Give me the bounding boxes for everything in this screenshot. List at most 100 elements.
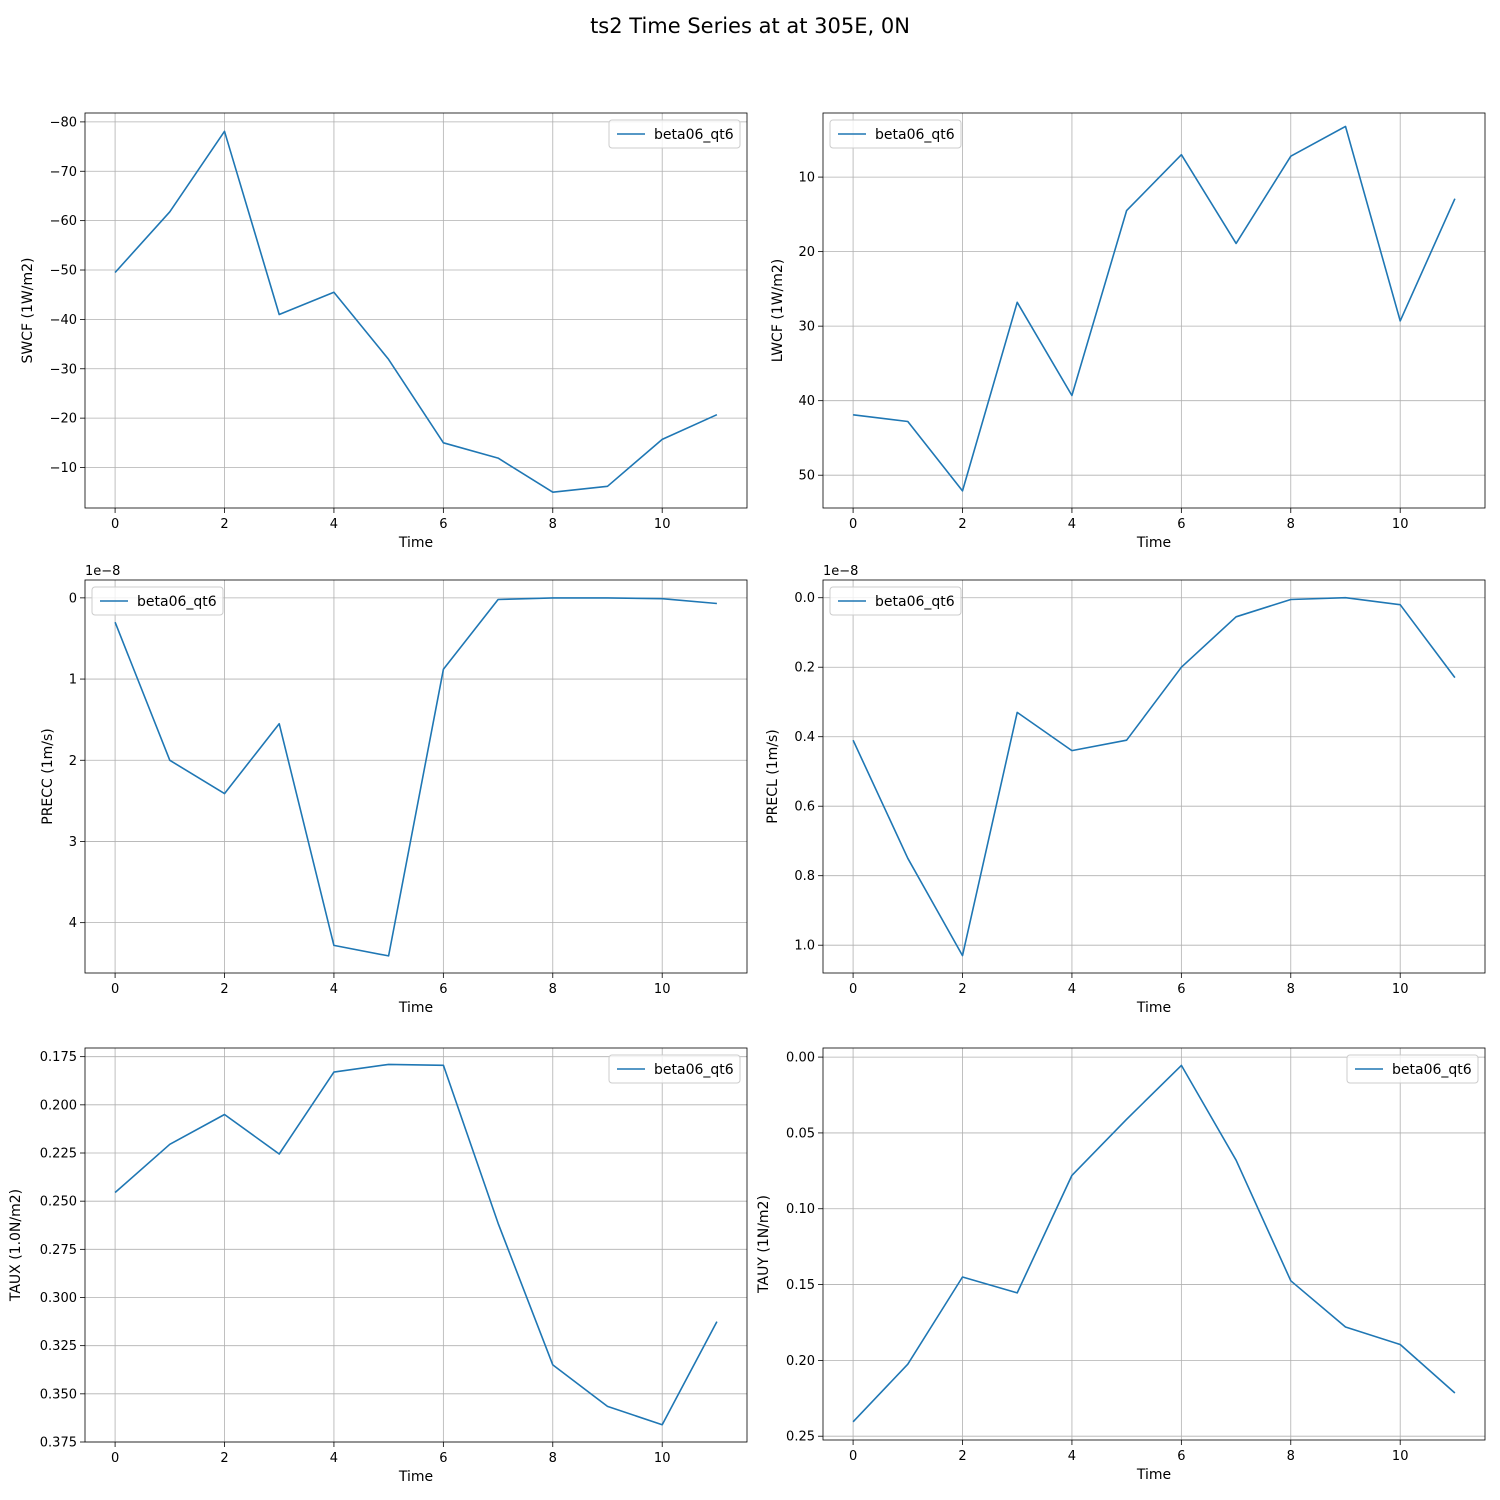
x-axis-label: Time bbox=[398, 1000, 433, 1016]
x-tick-label: 10 bbox=[1392, 1449, 1409, 1464]
y-tick-label: −80 bbox=[50, 115, 77, 130]
legend: beta06_qt6 bbox=[91, 586, 224, 616]
y-axis-label: LWCF (1W/m2) bbox=[770, 259, 786, 363]
figure-title: ts2 Time Series at at 305E, 0N bbox=[590, 14, 910, 38]
x-tick-label: 10 bbox=[1392, 517, 1409, 532]
legend: beta06_qt6 bbox=[829, 119, 962, 149]
series-line-beta06_qt6 bbox=[852, 596, 1456, 957]
x-tick-label: 10 bbox=[654, 517, 671, 532]
y-tick-label: 0.2 bbox=[794, 661, 815, 676]
x-axis-label: Time bbox=[1136, 535, 1171, 551]
y-tick-label: −70 bbox=[50, 165, 77, 180]
series-line-beta06_qt6 bbox=[114, 597, 717, 957]
y-tick-label: 1.0 bbox=[794, 939, 815, 954]
series-points bbox=[115, 131, 717, 492]
y-tick-label: −40 bbox=[50, 313, 77, 328]
subplot-precc: 0 2 4 6 8 10 0 1 2 3 4 Time PRECC (1m/s) 1e−8 beta06_q… bbox=[40, 564, 748, 1016]
x-tick-label: 8 bbox=[549, 517, 557, 532]
subplot-taux: 0 2 4 6 8 10 0.175 0.200 0.225 0.250 0.275 0.300 0.3… bbox=[8, 1047, 748, 1485]
axes-frame bbox=[84, 579, 748, 974]
x-tick-label: 0 bbox=[111, 517, 119, 532]
y-axis-label: TAUY (1N/m2) bbox=[756, 1195, 772, 1294]
grid bbox=[85, 580, 747, 973]
x-tick-label: 8 bbox=[549, 982, 557, 997]
series-points bbox=[115, 598, 717, 956]
x-tick-label: 6 bbox=[439, 982, 447, 997]
x-tick-label: 4 bbox=[1068, 517, 1076, 532]
legend-label: beta06_qt6 bbox=[1392, 1062, 1472, 1078]
y-tick-label: −20 bbox=[50, 412, 77, 427]
y-tick-label: 0.10 bbox=[786, 1202, 815, 1217]
x-tick-label: 6 bbox=[439, 517, 447, 532]
axes-frame bbox=[84, 112, 748, 509]
x-axis-label: Time bbox=[1136, 1000, 1171, 1016]
legend: beta06_qt6 bbox=[1346, 1054, 1479, 1084]
grid bbox=[85, 1048, 747, 1443]
legend-box bbox=[608, 1054, 741, 1084]
x-axis-label: Time bbox=[398, 1469, 433, 1485]
x-tick-label: 6 bbox=[1177, 1449, 1185, 1464]
y-tick-label: 0.4 bbox=[794, 730, 815, 745]
y-offset-text: 1e−8 bbox=[85, 564, 120, 579]
y-tick-label: 0.200 bbox=[40, 1098, 77, 1113]
x-tick-label: 0 bbox=[849, 517, 857, 532]
subplot-lwcf: 0 2 4 6 8 10 10 20 30 40 50 Time LWCF (1W/m2) beta06_… bbox=[770, 112, 1486, 551]
x-tick-label: 10 bbox=[654, 1451, 671, 1466]
axes-frame bbox=[822, 112, 1486, 509]
x-tick-label: 8 bbox=[1287, 517, 1295, 532]
series-points bbox=[853, 126, 1455, 490]
y-tick-label: 50 bbox=[798, 469, 815, 484]
legend-box bbox=[91, 586, 224, 616]
subplot-precl: 0 2 4 6 8 10 0.0 0.2 0.4 0.6 0.8 1.0 Time PRECL (1m/s… bbox=[765, 564, 1486, 1016]
y-tick-label: 0.350 bbox=[40, 1387, 77, 1402]
y-tick-label: 3 bbox=[69, 835, 77, 850]
y-axis-label: PRECL (1m/s) bbox=[765, 729, 781, 824]
y-tick-label: 40 bbox=[798, 394, 815, 409]
legend: beta06_qt6 bbox=[608, 119, 741, 149]
legend: beta06_qt6 bbox=[608, 1054, 741, 1084]
axes-frame bbox=[822, 579, 1486, 974]
grid bbox=[85, 113, 747, 508]
series-line-beta06_qt6 bbox=[852, 1064, 1456, 1423]
legend-box bbox=[608, 119, 741, 149]
y-tick-label: 0.25 bbox=[786, 1430, 815, 1445]
y-axis-label: SWCF (1W/m2) bbox=[20, 258, 36, 364]
series-line-beta06_qt6 bbox=[853, 125, 1456, 492]
legend-box bbox=[829, 586, 962, 616]
x-tick-label: 4 bbox=[330, 517, 338, 532]
y-tick-label: 0.05 bbox=[786, 1126, 815, 1141]
y-tick-label: 0.0 bbox=[794, 591, 815, 606]
y-offset-text: 1e−8 bbox=[823, 564, 858, 579]
x-tick-label: 8 bbox=[1287, 982, 1295, 997]
y-tick-label: 0.375 bbox=[40, 1436, 77, 1451]
axes-frame bbox=[822, 1047, 1486, 1441]
series-line-beta06_qt6 bbox=[114, 1063, 718, 1426]
y-tick-label: 0.225 bbox=[40, 1147, 77, 1162]
grid bbox=[823, 580, 1485, 973]
y-tick-label: 0.175 bbox=[40, 1050, 77, 1065]
y-tick-label: 2 bbox=[69, 754, 77, 769]
y-axis-label: PRECC (1m/s) bbox=[40, 728, 56, 825]
x-axis-label: Time bbox=[398, 535, 433, 551]
legend: beta06_qt6 bbox=[829, 586, 962, 616]
y-tick-label: 20 bbox=[798, 245, 815, 260]
axes-frame bbox=[84, 1047, 748, 1443]
x-tick-label: 6 bbox=[1177, 517, 1185, 532]
y-tick-label: −10 bbox=[50, 461, 77, 476]
x-axis-label: Time bbox=[1136, 1467, 1171, 1483]
y-tick-label: 4 bbox=[69, 916, 77, 931]
x-tick-label: 2 bbox=[958, 982, 966, 997]
legend-label: beta06_qt6 bbox=[137, 594, 217, 610]
series-line-beta06_qt6 bbox=[114, 130, 718, 494]
legend-box bbox=[829, 119, 962, 149]
x-tick-label: 4 bbox=[1068, 982, 1076, 997]
y-tick-label: 0.300 bbox=[40, 1291, 77, 1306]
x-tick-label: 0 bbox=[111, 982, 119, 997]
x-tick-label: 10 bbox=[1392, 982, 1409, 997]
y-tick-label: 1 bbox=[69, 673, 77, 688]
y-tick-label: 0 bbox=[69, 591, 77, 606]
y-tick-label: 0.20 bbox=[786, 1354, 815, 1369]
y-tick-label: −60 bbox=[50, 214, 77, 229]
x-tick-label: 0 bbox=[111, 1451, 119, 1466]
